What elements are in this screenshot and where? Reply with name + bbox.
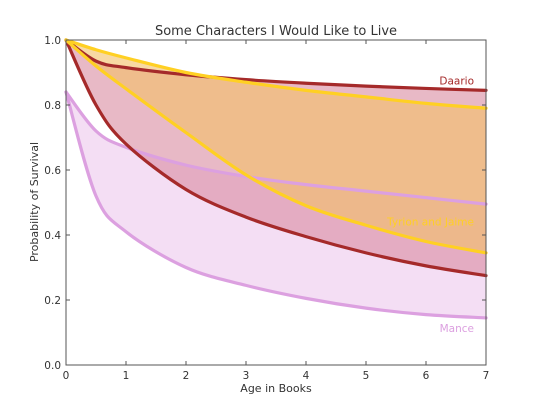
plot-frame <box>65 39 487 366</box>
series-lines <box>64 38 488 320</box>
x-tick-label: 6 <box>423 370 430 382</box>
x-axis-label: Age in Books <box>240 382 312 395</box>
y-tick-label: 0.8 <box>44 100 61 112</box>
x-tick-label: 2 <box>183 370 190 382</box>
x-tick-label: 1 <box>123 370 130 382</box>
tyrion-and-jaime-lower-line <box>64 38 488 255</box>
x-axis-ticks: 0 1 2 3 4 5 6 7 <box>63 40 490 382</box>
x-tick-label: 3 <box>243 370 250 382</box>
y-axis-ticks: 0.0 0.2 0.4 0.6 0.8 1.0 <box>44 35 486 372</box>
y-tick-label: 0.0 <box>44 360 61 372</box>
mance-lower-line <box>64 90 488 320</box>
tyrion-and-jaime-upper-line <box>64 38 488 110</box>
y-axis-label: Probability of Survival <box>28 142 41 262</box>
x-tick-label: 5 <box>363 370 370 382</box>
daario-lower-line <box>64 38 488 278</box>
daario-upper-line <box>64 38 488 92</box>
x-tick-label: 7 <box>483 370 490 382</box>
y-tick-label: 1.0 <box>44 35 61 47</box>
series-label: Mance <box>440 323 474 335</box>
y-tick-label: 0.2 <box>44 295 61 307</box>
series-label: Tyrion and Jaime <box>386 216 474 228</box>
y-tick-label: 0.4 <box>44 230 61 242</box>
x-tick-label: 4 <box>303 370 310 382</box>
x-tick-label: 0 <box>63 370 70 382</box>
y-tick-label: 0.6 <box>44 165 61 177</box>
series-label: Daario <box>439 75 474 87</box>
series-labels: Daario Tyrion and Jaime Mance <box>386 75 474 335</box>
chart-title: Some Characters I Would Like to Live <box>155 24 397 39</box>
tyrion-and-jaime-band <box>66 40 486 253</box>
